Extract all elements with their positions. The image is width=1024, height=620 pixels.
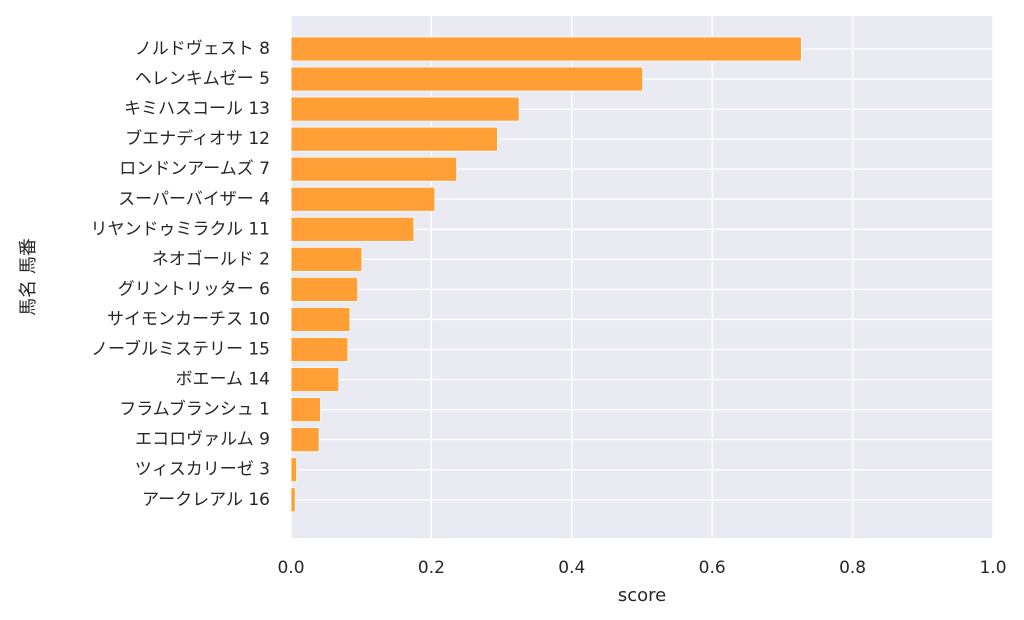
bar — [290, 96, 520, 122]
bar — [290, 457, 298, 483]
x-tick-label: 0.6 — [699, 558, 726, 578]
x-tick-label: 0.8 — [839, 558, 866, 578]
bar — [290, 126, 498, 152]
bar — [290, 367, 340, 392]
bar — [290, 337, 349, 362]
x-tick-label: 0.0 — [277, 558, 304, 578]
bar — [290, 276, 359, 302]
bar — [290, 307, 351, 332]
x-tick-label: 1.0 — [979, 558, 1006, 578]
y-tick-label: ネオゴールド 2 — [152, 248, 270, 269]
bar — [290, 216, 415, 242]
y-tick-label: グリントリッター 6 — [118, 279, 270, 299]
x-tick-label: 0.4 — [558, 558, 585, 578]
bar — [290, 427, 320, 453]
y-tick-label: スーパーバイザー 4 — [118, 189, 270, 209]
bar — [290, 487, 296, 513]
x-axis-title: score — [618, 585, 666, 606]
x-tick-label: 0.2 — [418, 558, 445, 578]
bar — [290, 246, 363, 272]
y-tick-label: ロンドンアームズ 7 — [119, 159, 270, 179]
y-tick-label: アークレアル 16 — [142, 490, 270, 510]
y-tick-label: リヤンドゥミラクル 11 — [90, 219, 270, 239]
bar — [290, 156, 458, 182]
y-tick-label: ノルドヴェスト 8 — [135, 39, 270, 59]
bars — [290, 36, 802, 513]
y-tick-label: キミハスコール 13 — [124, 99, 270, 119]
y-tick-label: サイモンカーチス 10 — [107, 309, 270, 329]
bar — [290, 36, 802, 62]
bar — [290, 397, 321, 423]
plot-area — [291, 16, 993, 538]
y-tick-label: フラムブランシュ 1 — [119, 399, 270, 420]
bar — [290, 66, 644, 92]
x-tick-labels: 0.0 0.2 0.4 0.6 0.8 1.0 — [277, 558, 1006, 578]
bar — [290, 186, 436, 212]
y-tick-label: ブエナディオサ 12 — [125, 128, 270, 149]
y-tick-label: ノーブルミステリー 15 — [91, 339, 270, 360]
y-tick-label: ボエーム 14 — [175, 370, 270, 390]
y-tick-labels: ノルドヴェスト 8 ヘレンキムゼー 5 キミハスコール 13 ブエナディオサ 12 ロン… — [90, 39, 270, 510]
y-tick-label: エコロヴァルム 9 — [135, 430, 270, 450]
y-axis-title: 馬名 馬番 — [18, 238, 39, 316]
y-tick-label: ツィスカリーゼ 3 — [135, 460, 270, 480]
y-tick-label: ヘレンキムゼー 5 — [135, 69, 270, 89]
